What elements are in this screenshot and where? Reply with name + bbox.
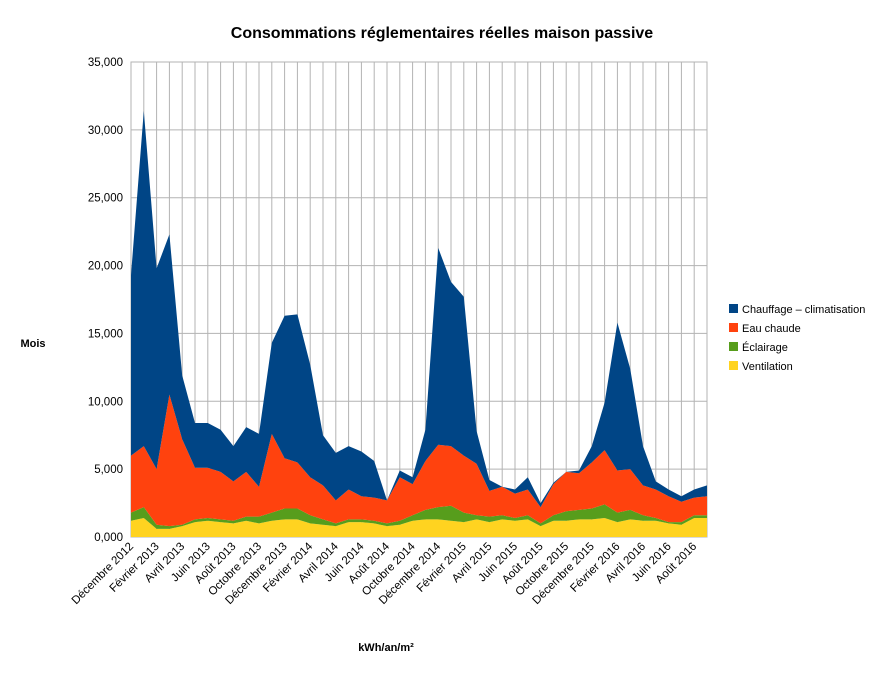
y-tick-label: 20,000	[88, 261, 123, 273]
plot-areas	[131, 110, 707, 537]
area--clairage	[131, 504, 707, 529]
y-tick-label: 0,000	[94, 532, 123, 544]
y-tick-label: 15,000	[88, 328, 123, 340]
chart-title: Consommations réglementaires réelles mai…	[231, 25, 654, 42]
area-ventilation	[131, 518, 707, 537]
x-axis-label: kWh/an/m²	[358, 642, 414, 654]
y-tick-label: 25,000	[88, 193, 123, 205]
legend-label: Chauffage – climatisation	[742, 304, 865, 316]
y-axis-label: Mois	[20, 338, 45, 350]
legend-swatch	[729, 361, 738, 370]
area-chauffage-climatisation	[131, 110, 707, 508]
legend-swatch	[729, 323, 738, 332]
legend-swatch	[729, 342, 738, 351]
y-tick-label: 5,000	[94, 464, 123, 476]
y-tick-label: 10,000	[88, 396, 123, 408]
y-tick-label: 30,000	[88, 125, 123, 137]
y-axis: 0,000 5,000 10,000 15,000 20,000 25,000 30,000…	[88, 57, 123, 544]
legend-label: Éclairage	[742, 341, 788, 354]
legend-label: Ventilation	[742, 361, 793, 373]
y-tick-label: 35,000	[88, 57, 123, 69]
legend-label: Eau chaude	[742, 323, 801, 335]
legend-swatch	[729, 304, 738, 313]
legend: Chauffage – climatisation Eau chaude Éclai…	[729, 304, 865, 373]
area-eau-chaude	[131, 394, 707, 527]
